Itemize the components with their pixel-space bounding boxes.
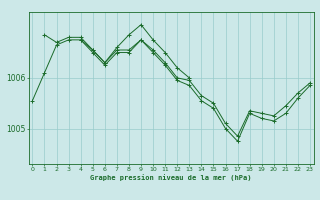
X-axis label: Graphe pression niveau de la mer (hPa): Graphe pression niveau de la mer (hPa) [91,175,252,181]
